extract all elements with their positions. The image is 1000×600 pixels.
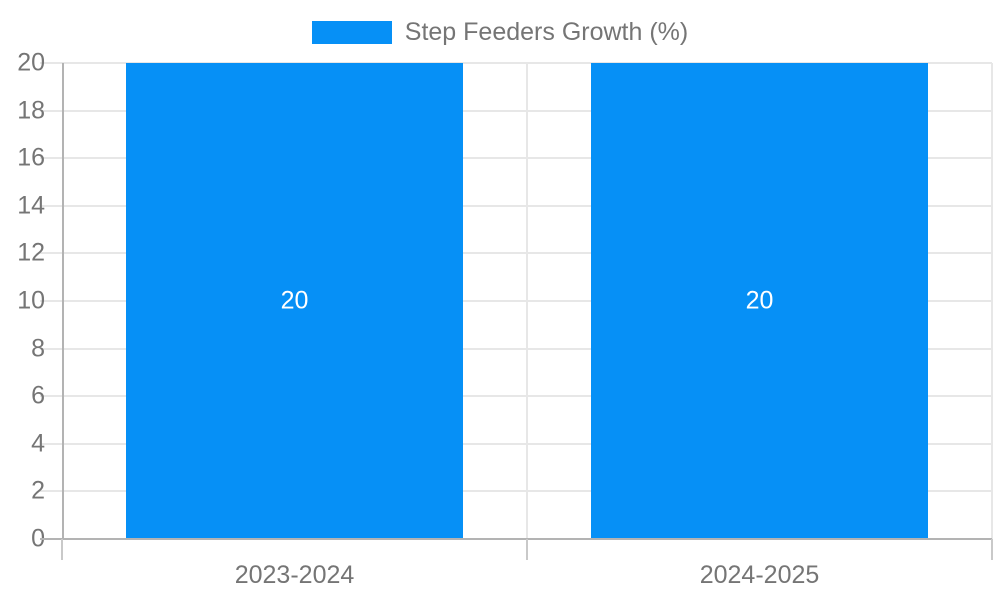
x-tick-label: 2023-2024 [234,561,355,589]
y-tick-label: 16 [17,143,45,172]
bar-value-label: 20 [280,286,309,315]
x-tick-mark [61,539,63,560]
legend-swatch [311,21,392,45]
gridline-x-boundary [526,63,528,539]
gridline-y-20 [40,62,992,64]
gridline-y-12 [40,252,992,255]
y-tick-label: 6 [31,381,45,410]
y-tick-label: 14 [17,191,45,220]
gridline-y-6 [40,395,992,398]
y-tick-label: 4 [31,429,45,458]
y-tick-label: 20 [17,48,45,77]
y-tick-label: 10 [17,286,45,315]
gridline-y-4 [40,442,992,445]
bar-2024-2025[interactable]: 20 [590,63,929,539]
legend-label: Step Feeders Growth (%) [404,18,689,46]
gridline-y-16 [40,157,992,160]
y-tick-label: 0 [31,524,45,553]
plot-area: 0 2 4 6 8 10 12 14 16 18 20 20 20 2023-2024 2024-2025 [17,50,993,588]
gridline-x-boundary [991,63,993,539]
y-axis-line [62,63,64,539]
gridline-y-8 [40,347,992,350]
gridline-y-18 [40,109,992,112]
bar-value-label: 20 [745,286,774,315]
x-tick-label: 2024-2025 [699,561,820,589]
x-tick-mark [526,539,528,560]
gridline-y-10 [40,300,992,302]
legend: Step Feeders Growth (%) [0,18,1000,47]
bar-2023-2024[interactable]: 20 [125,63,464,539]
y-tick-label: 12 [17,238,45,267]
y-tick-label: 18 [17,96,45,125]
y-tick-label: 8 [31,334,45,363]
x-tick-mark [991,539,993,560]
x-axis-line [40,538,992,540]
y-tick-label: 2 [31,476,45,505]
gridline-y-2 [40,490,992,493]
gridline-y-14 [40,204,992,207]
